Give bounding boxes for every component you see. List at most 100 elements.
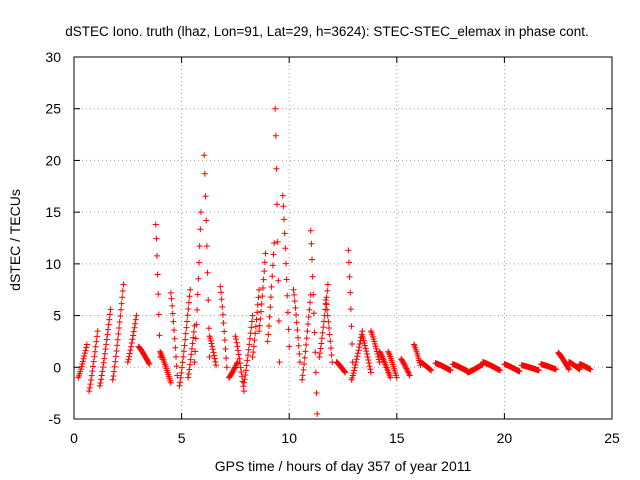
x-axis-label: GPS time / hours of day 357 of year 2011 bbox=[215, 458, 472, 474]
data-point bbox=[207, 337, 214, 344]
satellite-arc bbox=[432, 360, 454, 374]
data-point bbox=[302, 348, 309, 355]
data-point bbox=[93, 338, 100, 345]
data-point bbox=[130, 332, 137, 339]
data-point bbox=[244, 352, 251, 359]
data-point bbox=[316, 353, 323, 360]
data-point bbox=[126, 350, 133, 357]
data-point bbox=[428, 367, 435, 374]
data-point bbox=[184, 312, 191, 319]
data-point bbox=[349, 340, 356, 347]
data-point bbox=[186, 361, 193, 368]
data-point bbox=[118, 300, 125, 307]
data-point bbox=[222, 346, 229, 353]
data-point bbox=[327, 345, 334, 352]
data-point bbox=[90, 363, 97, 370]
data-point bbox=[173, 363, 180, 370]
data-point bbox=[231, 365, 238, 372]
data-point bbox=[112, 358, 119, 365]
data-point bbox=[202, 193, 209, 200]
data-point bbox=[272, 105, 279, 112]
data-point bbox=[177, 379, 184, 386]
data-point bbox=[156, 332, 163, 339]
data-point bbox=[171, 335, 178, 342]
data-point bbox=[304, 328, 311, 335]
satellite-arc bbox=[75, 341, 90, 381]
data-point bbox=[328, 352, 335, 359]
data-point bbox=[317, 345, 324, 352]
data-point bbox=[169, 310, 176, 317]
data-point bbox=[279, 192, 286, 199]
data-point bbox=[281, 230, 288, 237]
data-point bbox=[367, 366, 374, 373]
data-point bbox=[261, 259, 268, 266]
data-point bbox=[83, 341, 90, 348]
data-point bbox=[284, 309, 291, 316]
data-point bbox=[385, 348, 392, 355]
data-point bbox=[189, 340, 196, 347]
satellite-arc bbox=[537, 361, 560, 373]
data-point bbox=[301, 354, 308, 361]
data-point bbox=[234, 343, 241, 350]
data-point bbox=[245, 346, 252, 353]
plot-frame bbox=[73, 56, 613, 420]
data-point bbox=[268, 283, 275, 290]
data-point bbox=[326, 331, 333, 338]
data-point bbox=[240, 383, 247, 390]
data-point bbox=[98, 372, 105, 379]
satellite-arc bbox=[185, 322, 198, 381]
data-point bbox=[291, 298, 298, 305]
data-point bbox=[110, 373, 117, 380]
data-point bbox=[404, 366, 411, 373]
data-point bbox=[261, 268, 268, 275]
axis-ticks bbox=[73, 56, 613, 420]
data-point bbox=[249, 353, 256, 360]
data-point bbox=[241, 376, 248, 383]
data-point bbox=[116, 319, 123, 326]
data-point bbox=[310, 310, 317, 317]
data-point bbox=[314, 410, 321, 417]
data-point bbox=[233, 336, 240, 343]
data-point bbox=[191, 359, 198, 366]
data-point bbox=[365, 360, 372, 367]
data-point bbox=[221, 328, 228, 335]
data-point bbox=[587, 366, 594, 373]
data-point bbox=[406, 372, 413, 379]
data-point bbox=[267, 294, 274, 301]
data-point bbox=[294, 326, 301, 333]
data-point bbox=[373, 345, 380, 352]
data-point bbox=[405, 369, 412, 376]
data-point bbox=[280, 203, 287, 210]
data-point bbox=[131, 324, 138, 331]
satellite-arc bbox=[279, 192, 293, 350]
data-point bbox=[187, 286, 194, 293]
data-point bbox=[235, 351, 242, 358]
data-point bbox=[220, 319, 227, 326]
data-point bbox=[117, 306, 124, 313]
data-point bbox=[105, 321, 112, 328]
data-point bbox=[345, 247, 352, 254]
data-point bbox=[230, 367, 237, 374]
data-point bbox=[269, 262, 276, 269]
data-point bbox=[363, 348, 370, 355]
data-point bbox=[104, 331, 111, 338]
y-axis-label: dSTEC / TECUs bbox=[7, 189, 23, 291]
data-point bbox=[114, 336, 121, 343]
data-point bbox=[379, 355, 386, 362]
data-point bbox=[252, 330, 259, 337]
satellite-arc bbox=[576, 361, 594, 373]
data-point bbox=[117, 312, 124, 319]
data-point bbox=[176, 382, 183, 389]
data-point bbox=[300, 366, 307, 373]
data-point bbox=[323, 301, 330, 308]
satellite-arc bbox=[345, 247, 356, 366]
data-point bbox=[190, 328, 197, 335]
data-point bbox=[129, 336, 136, 343]
chart-title: dSTEC Iono. truth (lhaz, Lon=91, Lat=29,… bbox=[65, 24, 588, 39]
data-point bbox=[203, 217, 210, 224]
data-point bbox=[192, 348, 199, 355]
data-point bbox=[88, 372, 95, 379]
data-point bbox=[313, 389, 320, 396]
data-point bbox=[81, 352, 88, 359]
data-point bbox=[125, 356, 132, 363]
